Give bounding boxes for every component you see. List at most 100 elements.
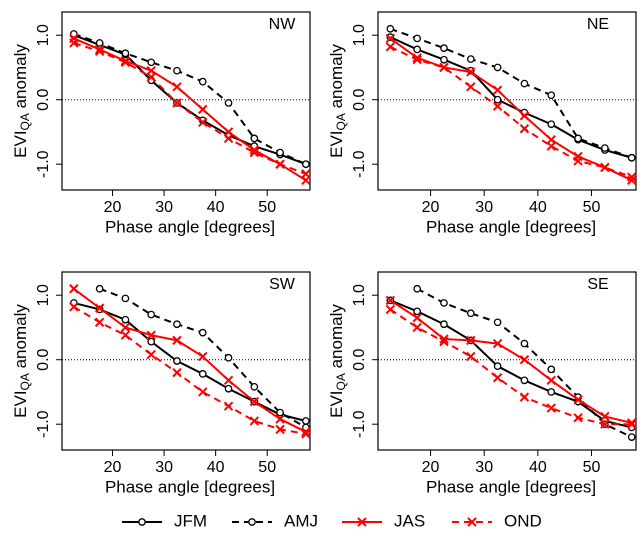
series-line <box>389 45 633 179</box>
series-line <box>73 287 307 433</box>
point <box>413 307 422 316</box>
point <box>412 313 422 323</box>
point <box>627 175 637 186</box>
x-tick-label: 50 <box>258 459 276 476</box>
point <box>69 284 79 294</box>
point <box>600 411 610 422</box>
point <box>519 111 530 121</box>
panel-title: NE <box>587 16 609 33</box>
point <box>301 169 311 179</box>
point <box>466 335 476 346</box>
plot-frame <box>61 11 311 191</box>
point <box>519 392 530 402</box>
point <box>69 302 79 312</box>
point <box>413 284 422 293</box>
point <box>301 429 311 439</box>
point <box>198 351 208 362</box>
x-tick-label: 30 <box>475 199 493 216</box>
point <box>385 304 396 315</box>
x-axis-label: Phase angle [degrees] <box>105 217 275 236</box>
y-tick-label: -1.0 <box>35 150 52 178</box>
point <box>173 357 181 365</box>
legend-label: OND <box>504 511 542 530</box>
point <box>172 98 182 108</box>
point <box>147 58 156 67</box>
series-line <box>99 287 307 429</box>
point <box>223 401 234 411</box>
point <box>520 376 529 385</box>
series-line <box>73 37 307 182</box>
point <box>386 24 395 33</box>
point <box>440 44 448 52</box>
point <box>121 315 130 324</box>
legend-marker <box>138 518 146 526</box>
point <box>147 310 156 319</box>
x-axis-label: Phase angle [degrees] <box>105 477 275 496</box>
x-axis-label: Phase angle [degrees] <box>426 217 596 236</box>
point <box>439 62 449 73</box>
point <box>627 172 637 182</box>
y-tick-label: 1.0 <box>351 24 368 46</box>
series-line <box>389 299 632 424</box>
point <box>439 336 449 347</box>
point <box>547 91 556 100</box>
y-axis-label-part: QA <box>18 113 32 130</box>
y-tick-label: 1.0 <box>35 284 52 306</box>
point <box>198 328 207 337</box>
point <box>600 162 610 173</box>
y-tick-label: 0.0 <box>35 348 52 370</box>
point <box>275 424 285 435</box>
point <box>275 414 285 424</box>
point <box>574 134 582 143</box>
point <box>120 330 131 340</box>
point <box>627 153 636 162</box>
point <box>94 317 105 328</box>
legend-label: JFM <box>174 511 207 530</box>
x-tick-label: 20 <box>104 459 122 476</box>
y-tick-label: 1.0 <box>35 24 52 46</box>
point <box>413 45 422 54</box>
x-tick-label: 50 <box>583 199 601 216</box>
y-axis-label-part: EVI <box>11 390 30 417</box>
point <box>547 365 556 374</box>
x-tick-label: 20 <box>422 459 440 476</box>
plot-frame <box>61 271 311 451</box>
plot-frame <box>377 11 637 191</box>
point <box>466 309 475 318</box>
point <box>249 396 260 407</box>
series-line <box>389 27 633 159</box>
point <box>412 55 422 65</box>
y-tick-label: 0.0 <box>351 348 368 370</box>
point <box>413 34 422 43</box>
series-line <box>389 299 632 429</box>
y-axis-label-part: anomaly <box>11 304 30 373</box>
point <box>520 339 529 348</box>
x-tick-label: 30 <box>155 459 173 476</box>
point <box>172 367 182 378</box>
x-tick-label: 50 <box>258 199 276 216</box>
y-axis-label-part: EVI <box>327 390 346 417</box>
point <box>302 160 310 169</box>
point <box>224 384 233 393</box>
point <box>95 39 104 47</box>
x-tick-label: 30 <box>475 459 493 476</box>
x-tick-label: 30 <box>155 199 173 216</box>
point <box>493 318 502 327</box>
point <box>440 299 448 307</box>
point <box>440 55 448 64</box>
point <box>302 417 310 425</box>
point <box>223 375 234 386</box>
x-tick-label: 20 <box>422 199 440 216</box>
x-axis-label: Phase angle [degrees] <box>426 477 596 496</box>
point <box>146 330 156 340</box>
point <box>276 148 284 157</box>
point <box>172 335 182 346</box>
point <box>412 53 422 63</box>
y-axis-label: EVIQA anomaly <box>327 304 348 418</box>
y-tick-label: -1.0 <box>35 410 52 438</box>
point <box>301 427 311 437</box>
point <box>249 416 260 426</box>
point <box>466 82 476 92</box>
point <box>198 387 208 397</box>
point <box>172 82 182 92</box>
